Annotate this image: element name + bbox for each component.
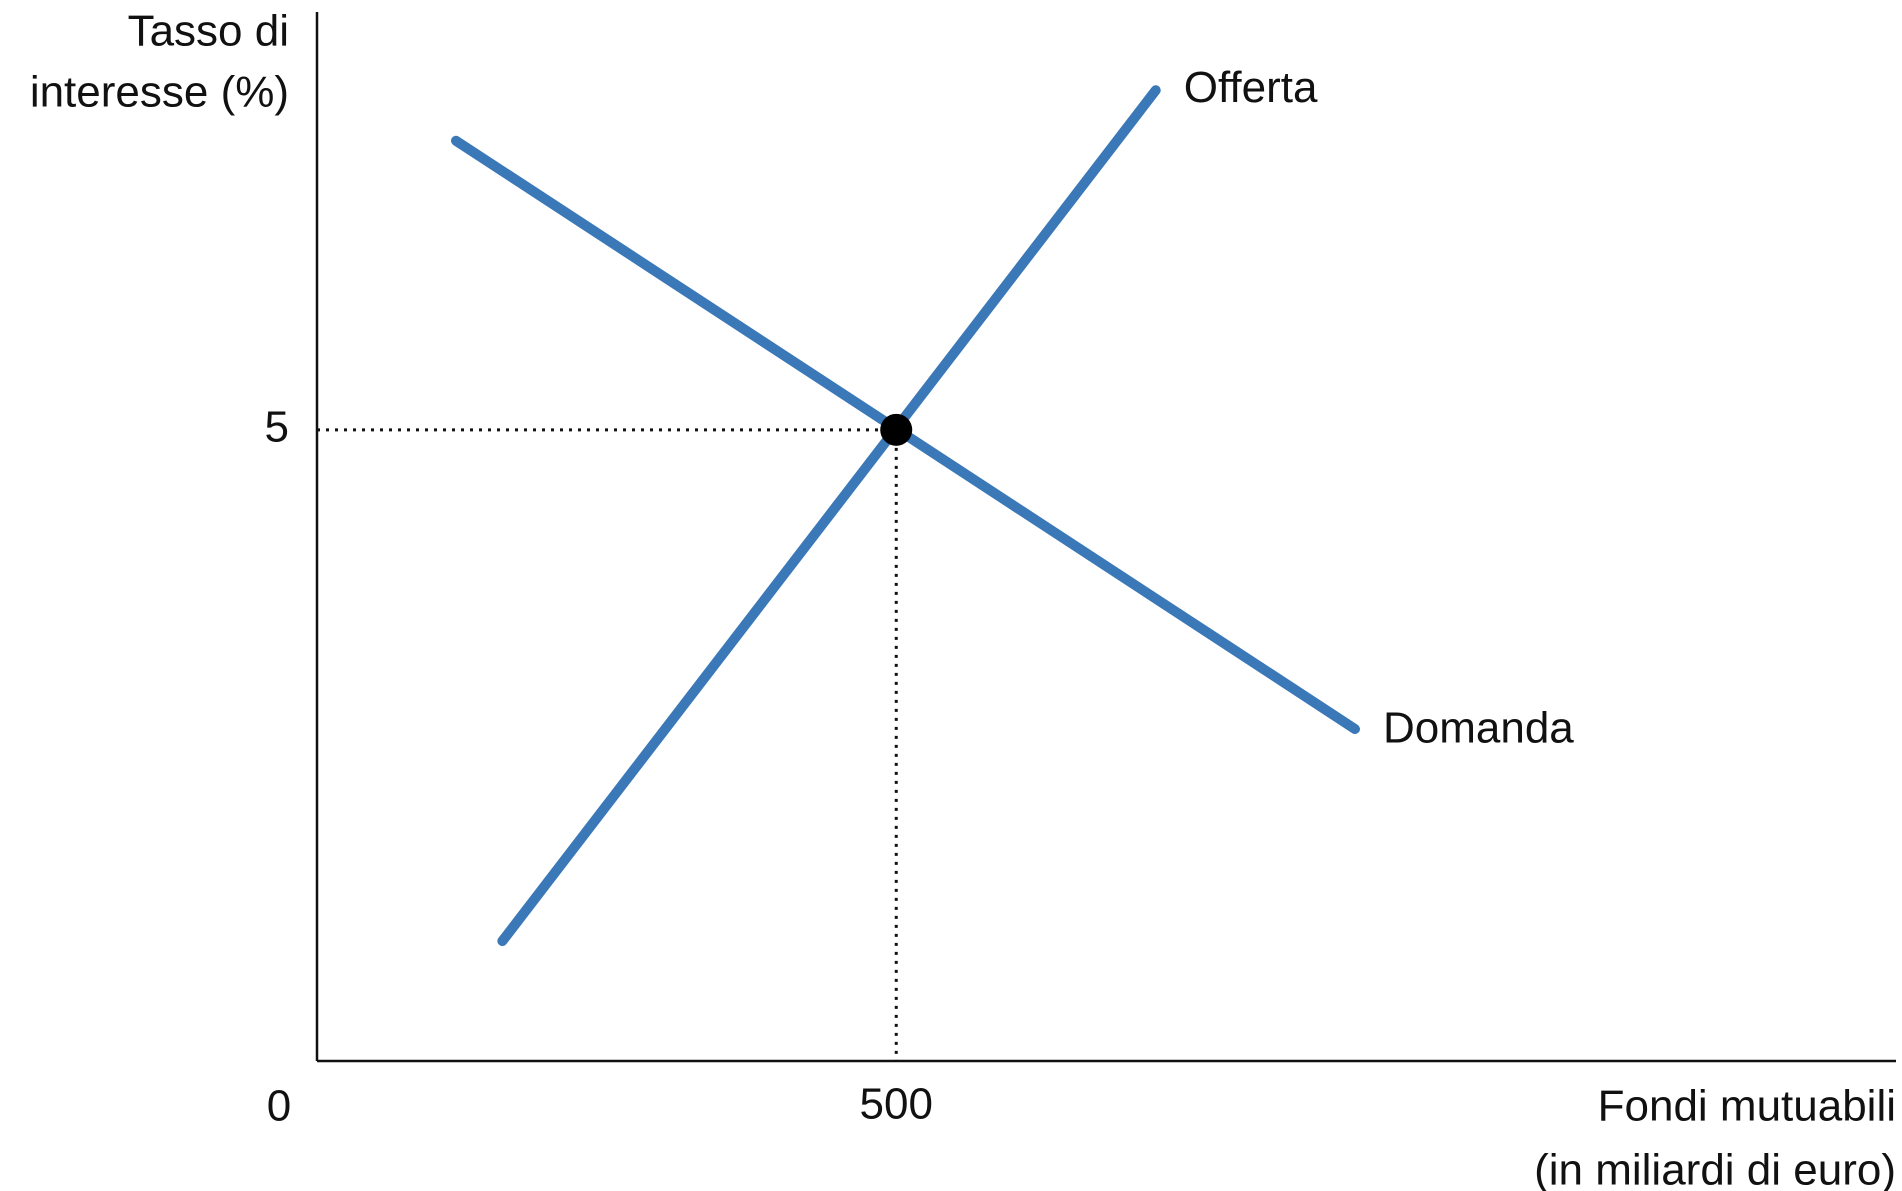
y-axis-label: interesse (%) (30, 68, 289, 117)
series-label: Domanda (1383, 704, 1574, 753)
series-line (497, 85, 1161, 947)
series-label: Offerta (1184, 63, 1318, 112)
x-tick-label: 500 (860, 1080, 933, 1129)
equilibrium-point (880, 413, 913, 446)
y-axis-label: Tasso di (128, 7, 289, 56)
x-axis-label: (in miliardi di euro) (1534, 1146, 1896, 1191)
x-axis-label: Fondi mutuabili (1598, 1082, 1896, 1131)
x-tick-label: 0 (267, 1082, 291, 1131)
y-tick-label: 5 (265, 402, 289, 451)
